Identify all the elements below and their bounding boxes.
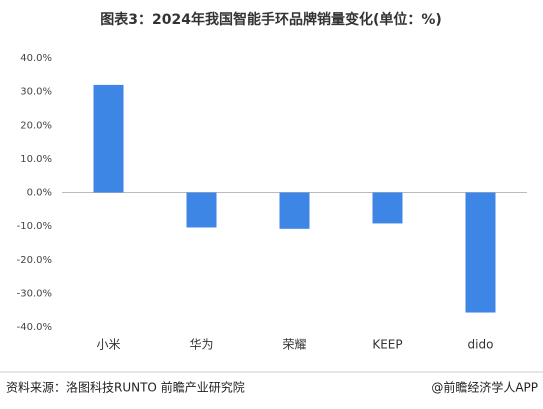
y-tick-label: -30.0% <box>17 288 52 299</box>
bar <box>279 192 310 229</box>
y-tick-label: -10.0% <box>17 221 52 232</box>
bar <box>372 192 403 224</box>
y-tick-label: 10.0% <box>20 154 52 165</box>
x-tick-label: dido <box>468 338 494 352</box>
source: 资料来源：洛图科技RUNTO 前瞻产业研究院 <box>6 380 245 395</box>
credit: @前瞻经济学人APP <box>431 380 538 395</box>
x-tick-label: KEEP <box>372 338 402 352</box>
y-tick-label: 20.0% <box>20 120 52 131</box>
y-tick-label: -20.0% <box>17 255 52 266</box>
bar <box>93 84 124 193</box>
y-tick-label: 40.0% <box>20 53 52 64</box>
bar <box>186 192 217 228</box>
y-tick-label: 30.0% <box>20 87 52 98</box>
x-tick-label: 华为 <box>189 338 213 352</box>
chart-title: 图表3：2024年我国智能手环品牌销量变化(单位：%) <box>100 11 442 28</box>
x-tick-label: 荣耀 <box>282 338 306 352</box>
bar <box>465 192 496 313</box>
y-tick-label: -40.0% <box>17 322 52 333</box>
y-tick-label: 0.0% <box>27 188 52 199</box>
x-tick-label: 小米 <box>96 338 120 352</box>
